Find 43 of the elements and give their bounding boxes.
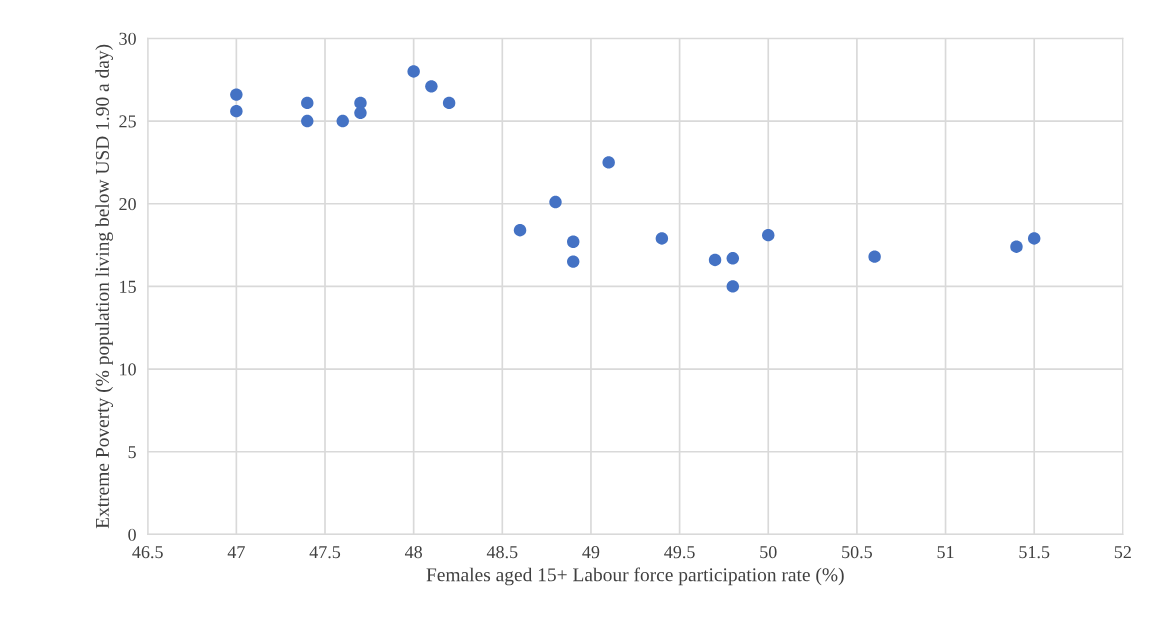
x-tick-label: 48	[404, 546, 422, 559]
point	[726, 252, 739, 265]
y-tick-label: 5	[128, 446, 136, 459]
point	[336, 114, 349, 128]
y-tick-label: 10	[120, 363, 136, 376]
x-tick-label: 52	[1114, 546, 1131, 559]
x-tick-label: 51.5	[1019, 546, 1050, 559]
x-tick-label: 47	[227, 546, 245, 559]
point	[726, 280, 739, 293]
point	[1027, 232, 1041, 245]
x-tick-label: 46.5	[132, 546, 163, 559]
point	[762, 228, 775, 242]
point	[567, 255, 580, 268]
point	[655, 232, 669, 245]
point	[513, 223, 527, 237]
x-axis-title: Females aged 15+ Labour force participation rate (%)	[426, 567, 844, 586]
x-tick-label: 51	[937, 546, 954, 559]
point	[301, 114, 314, 128]
point	[230, 104, 243, 118]
point	[1010, 240, 1023, 253]
y-axis-title: Extreme Poverty (% population living below USD 1.90 a day)	[95, 44, 113, 529]
point	[442, 96, 456, 110]
x-tick-label: 50	[760, 546, 777, 559]
point	[425, 80, 438, 93]
x-tick-label: 47.5	[309, 546, 341, 559]
y-tick-label: 25	[119, 115, 136, 128]
y-tick-label: 30	[119, 32, 136, 45]
point	[407, 65, 420, 78]
point	[230, 88, 243, 101]
point	[354, 106, 367, 120]
x-tick-label: 49.5	[664, 546, 695, 559]
point	[549, 195, 562, 209]
x-tick-label: 49	[582, 546, 600, 559]
point	[708, 253, 722, 267]
x-tick-label: 48.5	[486, 546, 518, 559]
y-tick-label: 20	[119, 197, 136, 211]
point	[301, 96, 314, 110]
x-tick-label: 50.5	[842, 546, 872, 559]
y-tick-label: 15	[120, 280, 136, 293]
y-tick-label: 0	[128, 528, 136, 541]
point	[567, 235, 580, 248]
point	[868, 250, 881, 263]
point	[602, 156, 615, 169]
